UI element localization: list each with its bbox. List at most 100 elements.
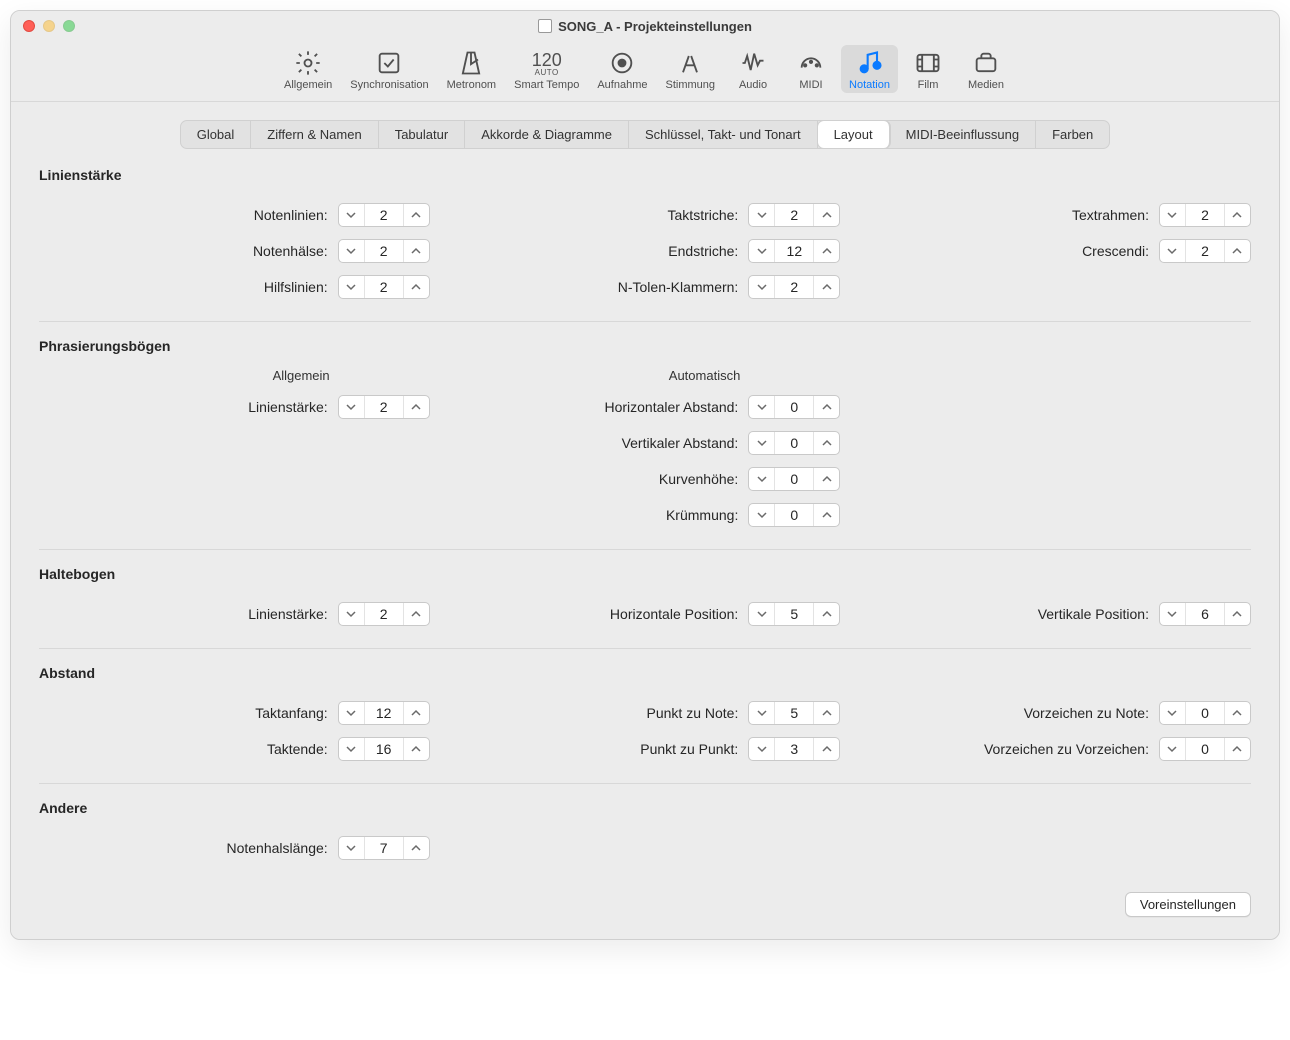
stepper-decrement[interactable]	[749, 240, 775, 262]
stepper-decrement[interactable]	[749, 702, 775, 724]
tab-chords[interactable]: Akkorde & Diagramme	[465, 121, 629, 148]
stepper-increment[interactable]	[813, 468, 839, 490]
abstand-c1-1-stepper[interactable]: 16	[338, 737, 430, 761]
stepper-decrement[interactable]	[749, 276, 775, 298]
stepper-decrement[interactable]	[1160, 204, 1186, 226]
toolbar-recording[interactable]: Aufnahme	[589, 45, 655, 93]
toolbar-metronome[interactable]: Metronom	[439, 45, 505, 93]
stepper-decrement[interactable]	[1160, 603, 1186, 625]
close-window-button[interactable]	[23, 20, 35, 32]
stepper-increment[interactable]	[813, 276, 839, 298]
halte-c3-0-stepper[interactable]: 6	[1159, 602, 1251, 626]
stepper-decrement[interactable]	[749, 738, 775, 760]
stepper-decrement[interactable]	[749, 504, 775, 526]
stepper-increment[interactable]	[1224, 603, 1250, 625]
stepper-increment[interactable]	[403, 603, 429, 625]
stepper-decrement[interactable]	[1160, 738, 1186, 760]
linien-c1-1-stepper[interactable]: 2	[338, 239, 430, 263]
minimize-window-button[interactable]	[43, 20, 55, 32]
toolbar-midi[interactable]: MIDI	[783, 45, 839, 93]
abstand-c3-1-stepper[interactable]: 0	[1159, 737, 1251, 761]
stepper-increment[interactable]	[403, 276, 429, 298]
stepper-increment[interactable]	[403, 204, 429, 226]
stepper-increment[interactable]	[813, 432, 839, 454]
stepper-increment[interactable]	[403, 837, 429, 859]
stepper-decrement[interactable]	[339, 702, 365, 724]
abstand-c2-1-stepper[interactable]: 3	[748, 737, 840, 761]
setting-label: Crescendi:	[1082, 243, 1149, 259]
stepper-decrement[interactable]	[339, 204, 365, 226]
stepper-decrement[interactable]	[339, 240, 365, 262]
tab-tab[interactable]: Tabulatur	[379, 121, 465, 148]
defaults-button[interactable]: Voreinstellungen	[1125, 892, 1251, 917]
recording-icon	[608, 49, 636, 77]
tab-global[interactable]: Global	[181, 121, 252, 148]
phras-c2-1-stepper[interactable]: 0	[748, 431, 840, 455]
stepper-decrement[interactable]	[749, 204, 775, 226]
stepper-increment[interactable]	[1224, 240, 1250, 262]
abstand-c3-0-stepper[interactable]: 0	[1159, 701, 1251, 725]
toolbar-sync[interactable]: Synchronisation	[342, 45, 436, 93]
toolbar-film[interactable]: Film	[900, 45, 956, 93]
phras-c2-0-stepper[interactable]: 0	[748, 395, 840, 419]
abstand-c1-0-stepper[interactable]: 12	[338, 701, 430, 725]
stepper-decrement[interactable]	[1160, 240, 1186, 262]
tab-layout[interactable]: Layout	[818, 121, 890, 148]
stepper-decrement[interactable]	[339, 738, 365, 760]
setting-row: Crescendi: 2	[860, 233, 1251, 269]
stepper-increment[interactable]	[813, 702, 839, 724]
zoom-window-button[interactable]	[63, 20, 75, 32]
linien-c2-2-stepper[interactable]: 2	[748, 275, 840, 299]
stepper-increment[interactable]	[403, 702, 429, 724]
stepper-increment[interactable]	[813, 396, 839, 418]
stepper-value: 6	[1186, 606, 1224, 622]
stepper-value: 2	[365, 279, 403, 295]
linien-c1-0-stepper[interactable]: 2	[338, 203, 430, 227]
linien-c1-2-stepper[interactable]: 2	[338, 275, 430, 299]
stepper-increment[interactable]	[1224, 204, 1250, 226]
halte-c1-0-stepper[interactable]: 2	[338, 602, 430, 626]
stepper-decrement[interactable]	[749, 432, 775, 454]
abstand-c2-0-stepper[interactable]: 5	[748, 701, 840, 725]
stepper-increment[interactable]	[403, 396, 429, 418]
stepper-decrement[interactable]	[339, 396, 365, 418]
tab-colors[interactable]: Farben	[1036, 121, 1109, 148]
toolbar-media[interactable]: Medien	[958, 45, 1014, 93]
tab-midi[interactable]: MIDI-Beeinflussung	[890, 121, 1036, 148]
phras-c2-2-stepper[interactable]: 0	[748, 467, 840, 491]
halte-c2-0-stepper[interactable]: 5	[748, 602, 840, 626]
toolbar-label: Allgemein	[284, 79, 332, 91]
stepper-increment[interactable]	[813, 240, 839, 262]
andere-c1-0-stepper[interactable]: 7	[338, 836, 430, 860]
tab-clefs[interactable]: Schlüssel, Takt- und Tonart	[629, 121, 818, 148]
linien-c3-0-stepper[interactable]: 2	[1159, 203, 1251, 227]
tab-numbers[interactable]: Ziffern & Namen	[251, 121, 378, 148]
stepper-increment[interactable]	[1224, 738, 1250, 760]
linien-c3-1-stepper[interactable]: 2	[1159, 239, 1251, 263]
phras-c2-3-stepper[interactable]: 0	[748, 503, 840, 527]
stepper-increment[interactable]	[403, 738, 429, 760]
stepper-decrement[interactable]	[749, 603, 775, 625]
stepper-decrement[interactable]	[749, 468, 775, 490]
stepper-decrement[interactable]	[339, 837, 365, 859]
toolbar-smart-tempo[interactable]: 120AUTOSmart Tempo	[506, 45, 587, 93]
linien-c2-0-stepper[interactable]: 2	[748, 203, 840, 227]
toolbar-tuning[interactable]: Stimmung	[657, 45, 723, 93]
stepper-increment[interactable]	[1224, 702, 1250, 724]
stepper-decrement[interactable]	[339, 603, 365, 625]
sync-icon	[375, 49, 403, 77]
stepper-increment[interactable]	[813, 603, 839, 625]
stepper-increment[interactable]	[813, 204, 839, 226]
stepper-increment[interactable]	[813, 738, 839, 760]
stepper-increment[interactable]	[403, 240, 429, 262]
stepper-increment[interactable]	[813, 504, 839, 526]
toolbar-audio[interactable]: Audio	[725, 45, 781, 93]
toolbar-general[interactable]: Allgemein	[276, 45, 340, 93]
stepper-decrement[interactable]	[1160, 702, 1186, 724]
stepper-decrement[interactable]	[339, 276, 365, 298]
phras-c1-0-stepper[interactable]: 2	[338, 395, 430, 419]
linien-c2-1-stepper[interactable]: 12	[748, 239, 840, 263]
toolbar-notation[interactable]: Notation	[841, 45, 898, 93]
stepper-value: 0	[1186, 705, 1224, 721]
stepper-decrement[interactable]	[749, 396, 775, 418]
